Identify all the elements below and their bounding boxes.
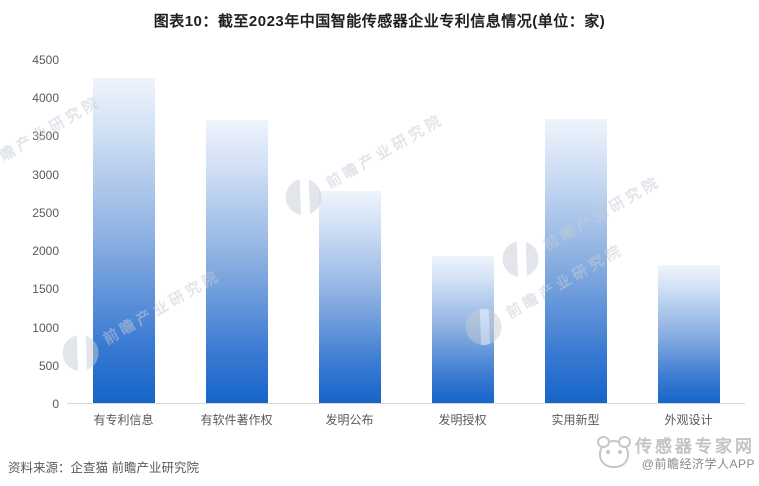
bar-发明公布 bbox=[318, 191, 381, 403]
chart-title: 图表10：截至2023年中国智能传感器企业专利信息情况(单位：家) bbox=[153, 13, 606, 30]
source-note: 资料来源：企查猫 前瞻产业研究院 bbox=[8, 461, 199, 475]
y-tick-label: 1500 bbox=[32, 282, 59, 297]
bar-有软件著作权 bbox=[205, 120, 268, 403]
y-tick-label: 0 bbox=[52, 397, 59, 411]
bar-有专利信息 bbox=[92, 78, 155, 403]
x-axis-line bbox=[67, 403, 745, 404]
brand-name: 传感器专家网 bbox=[635, 437, 755, 456]
y-tick-label: 2000 bbox=[32, 244, 59, 259]
bar-实用新型 bbox=[544, 118, 607, 403]
brand-credit: @前瞻经济学人APP bbox=[641, 457, 755, 471]
brand-logo-icon bbox=[597, 436, 631, 468]
x-tick-label: 外观设计 bbox=[664, 413, 713, 427]
plot-area: 0 500 1000 1500 2000 2500 3000 3500 4000 4500 有专利… bbox=[32, 53, 745, 427]
y-tick-label: 3000 bbox=[32, 167, 59, 182]
y-tick-label: 3500 bbox=[32, 129, 59, 144]
y-tick-label: 500 bbox=[38, 358, 59, 373]
x-tick-label: 发明公布 bbox=[325, 413, 374, 427]
x-tick-label: 实用新型 bbox=[551, 413, 600, 427]
x-tick-label: 有软件著作权 bbox=[200, 413, 273, 427]
bar-发明授权 bbox=[431, 256, 494, 403]
y-tick-label: 1000 bbox=[32, 320, 59, 335]
y-tick-label: 4500 bbox=[32, 53, 59, 67]
x-tick-label: 有专利信息 bbox=[93, 413, 154, 427]
x-tick-label: 发明授权 bbox=[438, 413, 487, 427]
bar-外观设计 bbox=[657, 264, 720, 403]
y-tick-label: 4000 bbox=[32, 91, 59, 106]
brand-badge: 传感器专家网 @前瞻经济学人APP bbox=[597, 436, 755, 471]
y-tick-label: 2500 bbox=[32, 205, 59, 220]
